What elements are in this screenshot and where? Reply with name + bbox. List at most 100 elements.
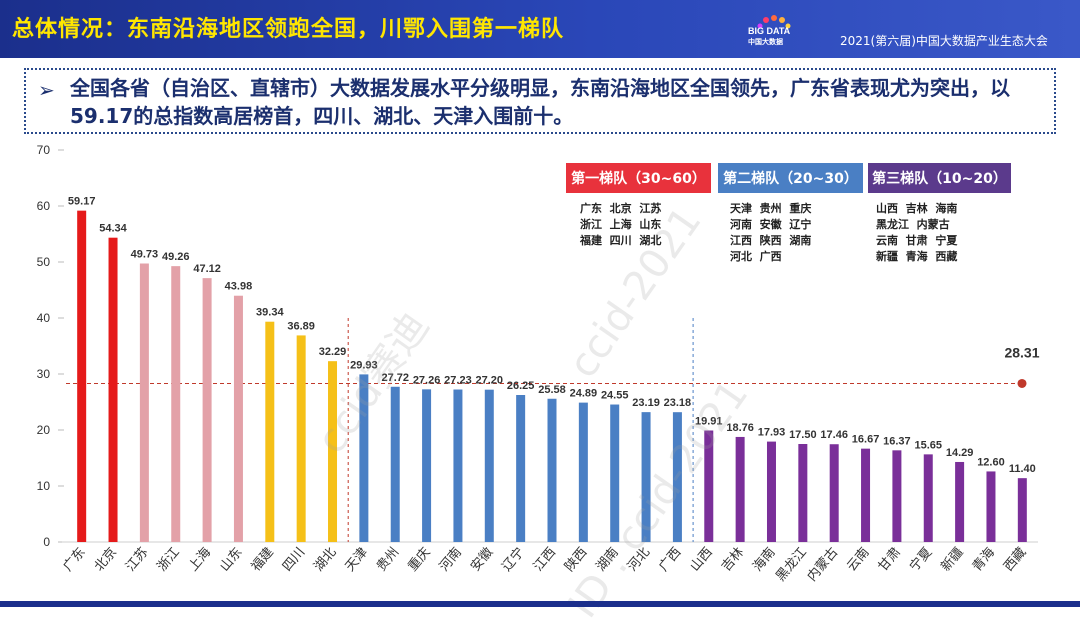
bar xyxy=(578,402,588,542)
y-tick-label: 30 xyxy=(37,367,51,381)
bar xyxy=(547,398,557,542)
bar-value-label: 23.18 xyxy=(664,397,692,409)
category-label: 北京 xyxy=(92,545,120,575)
bar xyxy=(955,461,965,542)
category-label: 湖北 xyxy=(311,545,339,575)
bar xyxy=(735,436,745,542)
bar-value-label: 24.55 xyxy=(601,390,629,402)
bar xyxy=(484,389,494,542)
category-label: 甘肃 xyxy=(876,545,904,575)
bar xyxy=(923,454,933,542)
category-label: 西藏 xyxy=(1001,545,1029,575)
bar-value-label: 12.60 xyxy=(977,456,1005,468)
logo-text: BIG DATA 中国大数据 xyxy=(748,26,791,46)
bar xyxy=(233,295,243,542)
y-tick-label: 70 xyxy=(37,143,51,157)
y-tick-label: 0 xyxy=(43,535,50,549)
bar-value-label: 27.23 xyxy=(444,375,472,387)
category-label: 安徽 xyxy=(468,545,496,575)
bar-value-label: 32.29 xyxy=(319,346,347,358)
category-label: 浙江 xyxy=(155,545,183,575)
category-label: 广西 xyxy=(656,545,684,575)
bar xyxy=(610,404,620,542)
bar-value-label: 49.26 xyxy=(162,251,190,263)
bar-value-label: 54.34 xyxy=(99,223,127,235)
bar xyxy=(1017,478,1027,542)
category-label: 青海 xyxy=(970,545,998,575)
bar xyxy=(265,321,275,542)
bar xyxy=(108,237,118,543)
category-label: 云南 xyxy=(844,544,873,574)
bar xyxy=(766,441,776,542)
bar-value-label: 16.67 xyxy=(852,434,880,446)
bar xyxy=(516,395,526,542)
summary-box: ➢ 全国各省（自治区、直辖市）大数据发展水平分级明显，东南沿海地区全国领先，广东… xyxy=(24,68,1056,134)
average-marker xyxy=(1017,378,1027,388)
tier-label: 第三梯队（10~20） xyxy=(868,163,1011,193)
average-label: 28.31 xyxy=(1004,344,1039,360)
bar-value-label: 49.73 xyxy=(131,249,159,261)
page-title: 总体情况：东南沿海地区领跑全国，川鄂入围第一梯队 xyxy=(12,17,565,42)
bar xyxy=(422,389,432,542)
bar-value-label: 39.34 xyxy=(256,307,284,319)
y-tick-label: 10 xyxy=(37,479,51,493)
bar-value-label: 27.26 xyxy=(413,374,441,386)
bar-value-label: 43.98 xyxy=(225,281,253,293)
event-name: 2021(第六届)中国大数据产业生态大会 xyxy=(840,34,1048,48)
bar-value-label: 25.58 xyxy=(538,384,566,396)
bar-chart: 0 10 20 30 40 50 60 70 28.31 59.17 广东 54.34 北京 49.73 江… xyxy=(37,143,1040,585)
bar-value-label: 16.37 xyxy=(883,435,911,447)
bar xyxy=(986,471,996,542)
bar-value-label: 29.93 xyxy=(350,359,378,371)
category-label: 辽宁 xyxy=(499,544,528,574)
category-label: 广东 xyxy=(61,545,89,575)
bar-value-label: 59.17 xyxy=(68,196,96,208)
bar xyxy=(202,278,212,542)
category-label: 江西 xyxy=(531,545,559,575)
bar-value-label: 14.29 xyxy=(946,447,974,459)
category-label: 宁夏 xyxy=(906,544,935,574)
bar xyxy=(77,210,87,542)
bar xyxy=(829,444,839,542)
category-label: 天津 xyxy=(343,545,371,575)
category-label: 贵州 xyxy=(374,545,402,575)
bar-value-label: 11.40 xyxy=(1009,463,1036,475)
y-tick-label: 20 xyxy=(37,423,51,437)
category-label: 上海 xyxy=(186,545,214,575)
bar xyxy=(296,335,306,542)
y-tick-label: 40 xyxy=(37,311,51,325)
category-label: 河南 xyxy=(436,544,465,574)
category-label: 吉林 xyxy=(719,545,747,575)
bar-value-label: 19.91 xyxy=(695,416,723,428)
bar xyxy=(798,444,808,542)
tier-province-list: 广东 北京 江苏 浙江 上海 山东 福建 四川 湖北 xyxy=(580,202,662,247)
bar xyxy=(171,266,181,542)
bar xyxy=(328,361,338,542)
bar xyxy=(861,448,871,542)
category-label: 新疆 xyxy=(938,544,967,574)
bar xyxy=(704,430,714,542)
bar xyxy=(453,389,463,542)
bar-value-label: 23.19 xyxy=(632,397,660,409)
category-label: 重庆 xyxy=(405,544,434,574)
footer-bar xyxy=(0,601,1080,607)
tier-label: 第二梯队（20~30） xyxy=(718,163,863,193)
bar-value-label: 24.89 xyxy=(570,388,598,400)
tier-label: 第一梯队（30~60） xyxy=(566,163,711,193)
category-label: 内蒙古 xyxy=(804,544,841,584)
category-label: 四川 xyxy=(280,545,308,575)
bar xyxy=(672,412,682,542)
bar-value-label: 15.65 xyxy=(914,439,942,451)
category-label: 福建 xyxy=(249,545,277,575)
bar xyxy=(892,450,902,542)
bigdata-logo-icon xyxy=(757,15,791,29)
bar-value-label: 17.46 xyxy=(820,429,848,441)
bar-value-label: 17.50 xyxy=(789,429,817,441)
category-label: 黑龙江 xyxy=(773,545,810,585)
bar xyxy=(359,374,369,542)
bar-value-label: 17.93 xyxy=(758,427,786,439)
bar-value-label: 47.12 xyxy=(193,263,221,275)
tier-province-list: 山西 吉林 海南 黑龙江 内蒙古 云南 甘肃 宁夏 新疆 青海 西藏 xyxy=(876,202,958,263)
bar-value-label: 27.72 xyxy=(381,372,409,384)
bar xyxy=(139,263,149,542)
